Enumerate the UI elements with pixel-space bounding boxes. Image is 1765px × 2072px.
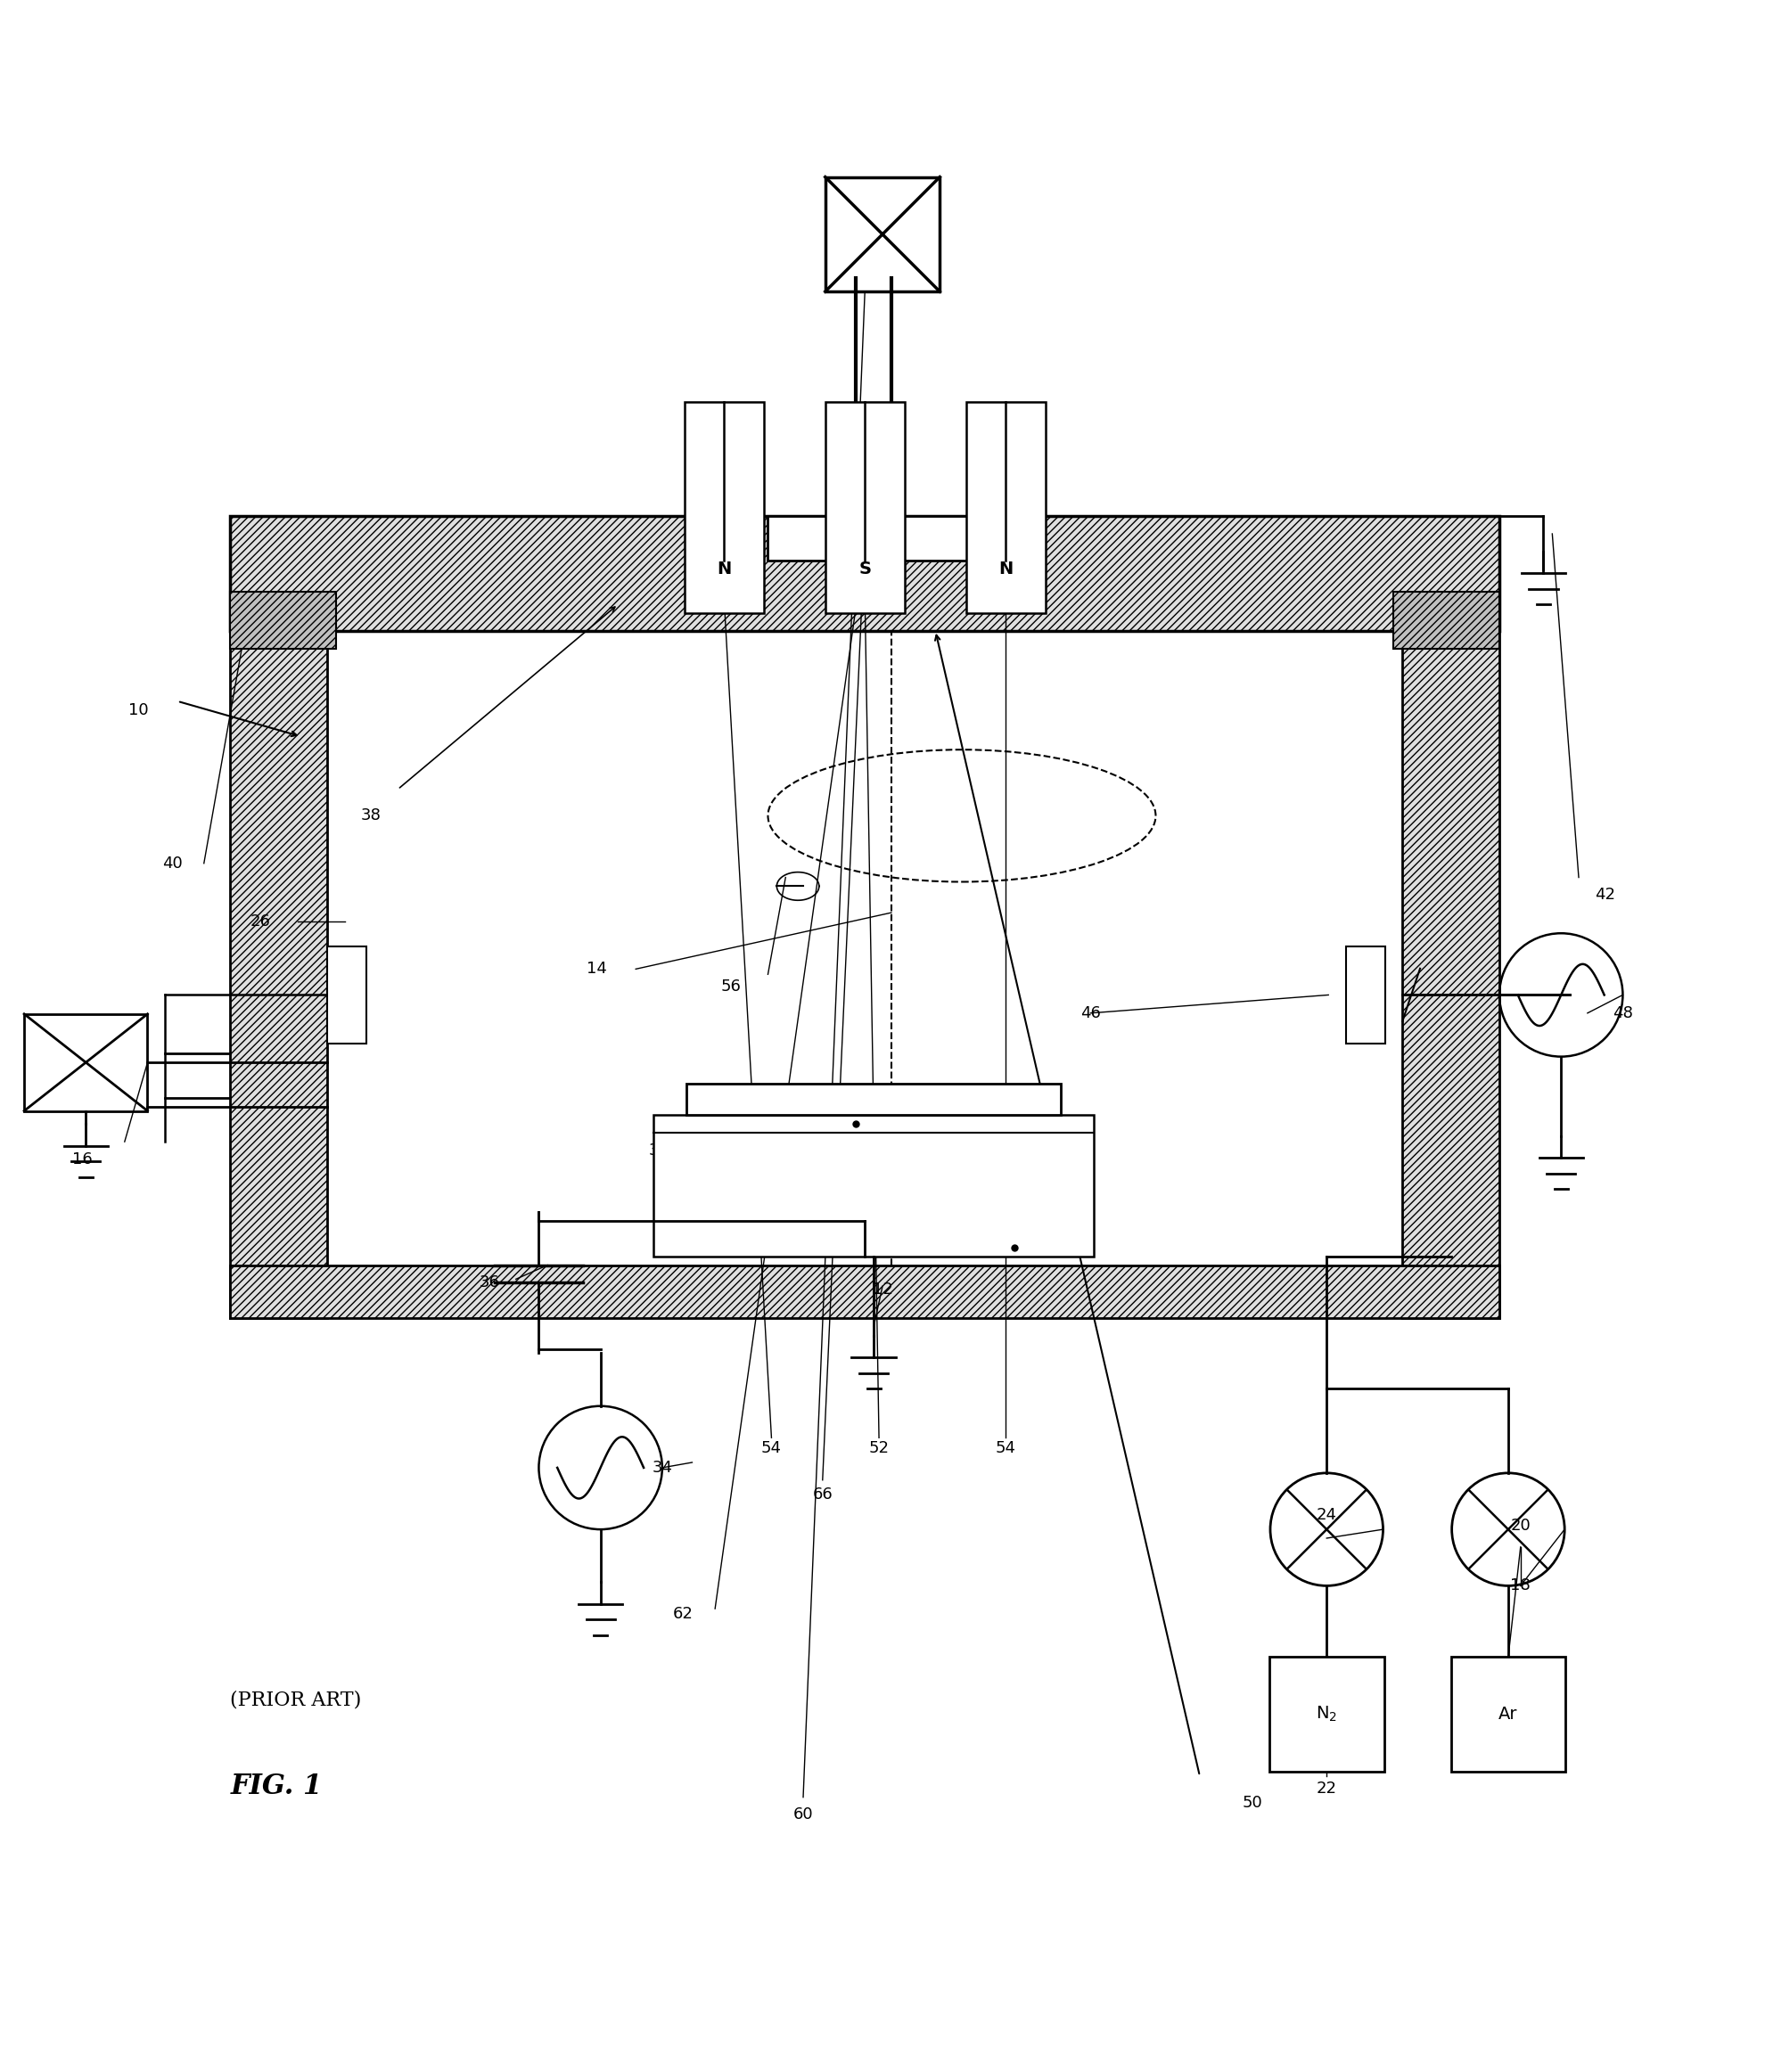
Text: Ar: Ar [1498,1705,1518,1722]
Bar [231,516,1500,630]
Bar [1347,947,1386,1044]
Text: 54: 54 [995,1440,1017,1457]
Text: 56: 56 [720,978,741,995]
Text: 36: 36 [480,1274,499,1291]
Text: 54: 54 [761,1440,782,1457]
Text: 34: 34 [651,1459,672,1475]
Text: 18: 18 [1511,1577,1530,1593]
Text: 50: 50 [1243,1794,1262,1811]
Text: S: S [858,562,872,578]
Text: 30: 30 [648,1142,669,1158]
Text: 52: 52 [868,1440,890,1457]
Text: 16: 16 [72,1152,92,1167]
Bar [327,630,1403,1266]
Text: 10: 10 [129,702,148,719]
Bar [965,402,1045,613]
Text: N: N [999,562,1013,578]
Bar [1269,1658,1384,1772]
Text: 26: 26 [251,914,270,930]
Bar [231,1266,1500,1318]
Bar [826,402,904,613]
Bar [768,516,1018,559]
Text: 22: 22 [1317,1780,1336,1796]
Bar [231,593,335,649]
Text: 42: 42 [1596,887,1615,903]
Bar [327,947,365,1044]
Text: 32: 32 [766,1152,787,1167]
Text: FIG. 1: FIG. 1 [231,1772,323,1801]
Text: 20: 20 [1511,1519,1530,1533]
Text: 24: 24 [1317,1506,1336,1523]
Text: 14: 14 [586,961,607,978]
Bar [1451,1658,1566,1772]
Bar [25,1013,148,1111]
Text: 62: 62 [672,1606,694,1622]
Text: 48: 48 [1613,1005,1633,1021]
Bar [1394,593,1500,649]
Text: (PRIOR ART): (PRIOR ART) [231,1691,362,1709]
Text: 60: 60 [792,1807,814,1823]
Bar [1403,630,1500,1318]
Text: 12: 12 [872,1283,893,1297]
Bar [685,402,764,613]
Bar [826,176,939,292]
Text: N: N [717,562,731,578]
Bar [653,1115,1094,1256]
Text: 38: 38 [362,808,381,825]
Text: 46: 46 [1080,1005,1101,1021]
Bar [231,630,327,1318]
Text: 66: 66 [812,1486,833,1502]
Bar [687,1084,1061,1115]
Text: 40: 40 [162,856,182,872]
Text: N$_2$: N$_2$ [1317,1705,1338,1724]
